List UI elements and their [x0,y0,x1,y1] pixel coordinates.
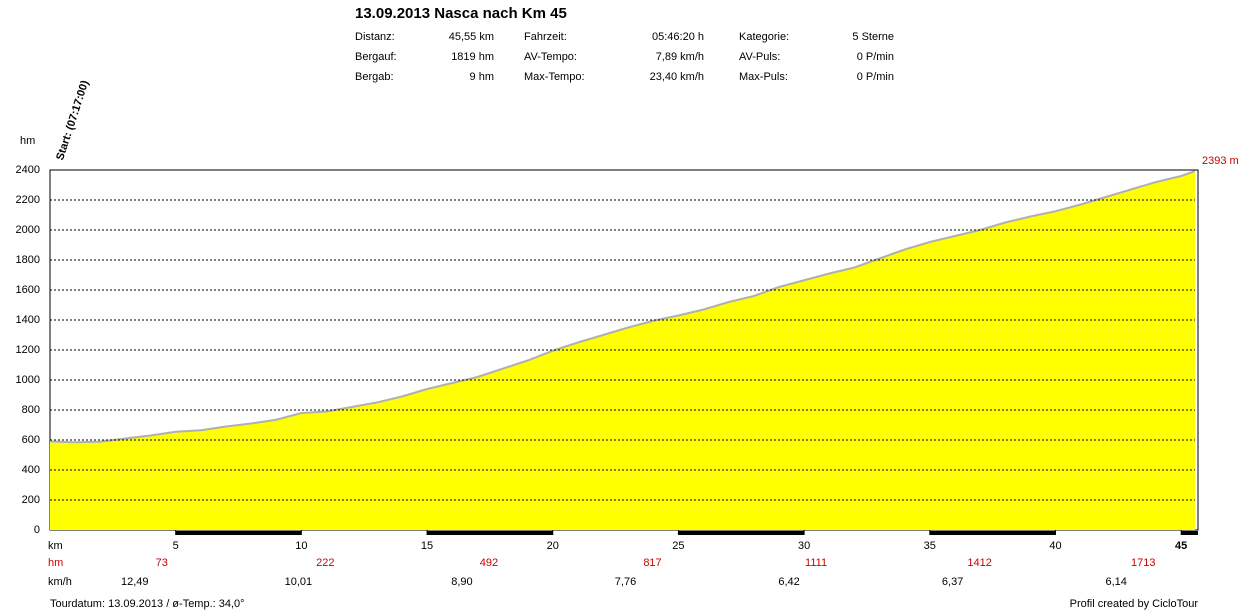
axis-band [1181,531,1198,535]
segment-speed: 8,90 [451,576,472,588]
stat-label: Fahrzeit: [524,31,567,43]
chart-title: 13.09.2013 Nasca nach Km 45 [355,5,567,22]
axis-band [427,531,553,535]
y-tick-label: 200 [22,494,40,506]
y-tick-label: 1600 [16,284,40,296]
y-tick-label: 1000 [16,374,40,386]
x-tick-label: 20 [547,540,559,552]
axis-band [678,531,805,535]
y-tick-label: 600 [22,434,40,446]
x-tick-label: 5 [173,540,179,552]
area-line [49,170,1196,444]
start-label: Start: (07:17:00) [54,79,91,162]
speed-row-label: km/h [48,576,72,588]
segment-speed: 12,49 [121,576,149,588]
footer-left: Tourdatum: 13.09.2013 / ø-Temp.: 34,0° [50,598,245,610]
segment-hm: 222 [316,557,334,569]
stat-value: 23,40 km/h [650,71,704,83]
stat-label: Bergab: [355,71,394,83]
segment-speed: 6,14 [1106,576,1127,588]
y-tick-label: 1800 [16,254,40,266]
footer-right: Profil created by CicloTour [1070,598,1199,610]
x-tick-label: 10 [295,540,307,552]
x-tick-label: 15 [421,540,433,552]
x-tick-label: 35 [924,540,936,552]
stat-label: Distanz: [355,31,395,43]
stat-label: Bergauf: [355,51,397,63]
segment-hm: 1111 [805,557,827,569]
segment-hm: 73 [156,557,168,569]
x-tick-label: 25 [672,540,684,552]
stat-value: 05:46:20 h [652,31,704,43]
stat-value: 0 P/min [857,51,894,63]
axis-band [175,531,302,535]
stat-label: Max-Tempo: [524,71,585,83]
segment-speed: 6,37 [942,576,963,588]
hm-row-label: hm [48,557,63,569]
x-tick-label: 45 [1175,540,1187,552]
segment-speed: 6,42 [778,576,799,588]
stat-label: Kategorie: [739,31,789,43]
x-tick-label: 40 [1049,540,1061,552]
y-tick-label: 2400 [16,164,40,176]
stat-value: 1819 hm [451,51,494,63]
stat-label: AV-Puls: [739,51,780,63]
stat-label: Max-Puls: [739,71,788,83]
segment-hm: 1412 [967,557,991,569]
stat-value: 0 P/min [857,71,894,83]
stat-value: 45,55 km [449,31,494,43]
x-tick-label: 30 [798,540,810,552]
stat-value: 9 hm [470,71,494,83]
y-tick-label: 400 [22,464,40,476]
stat-value: 7,89 km/h [656,51,704,63]
axis-band [929,531,1056,535]
area-fill [50,171,1195,531]
y-tick-label: 2200 [16,194,40,206]
y-axis-label: hm [20,135,35,147]
segment-speed: 7,76 [615,576,636,588]
stat-value: 5 Sterne [852,31,894,43]
y-tick-label: 1200 [16,344,40,356]
segment-hm: 1713 [1131,557,1155,569]
y-tick-label: 0 [34,524,40,536]
y-tick-label: 800 [22,404,40,416]
x-axis-label: km [48,540,63,552]
segment-hm: 817 [643,557,661,569]
segment-hm: 492 [480,557,498,569]
stat-label: AV-Tempo: [524,51,577,63]
segment-speed: 10,01 [285,576,313,588]
y-tick-label: 1400 [16,314,40,326]
y-tick-label: 2000 [16,224,40,236]
end-label: 2393 m [1202,155,1239,167]
